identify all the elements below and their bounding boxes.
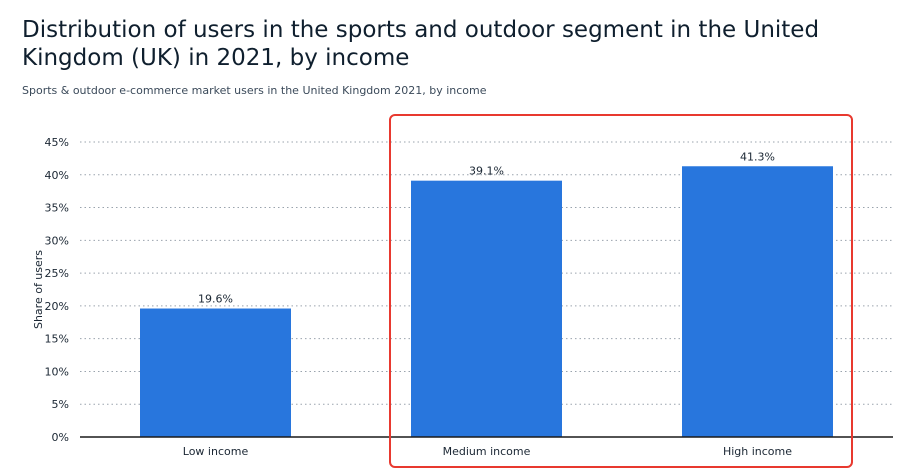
y-tick-label: 0% [52,431,69,444]
data-label: 19.6% [198,293,233,306]
highlight-box [389,114,853,468]
data-label: 39.1% [469,165,504,178]
y-tick-label: 15% [45,333,69,346]
chart-title: Distribution of users in the sports and … [22,17,820,71]
y-tick-label: 25% [45,267,69,280]
y-tick-label: 35% [45,202,69,215]
bars [140,166,833,437]
bar [411,180,562,437]
x-category-label: Medium income [443,445,531,458]
x-axis-categories: Low income Medium income High income [183,445,792,458]
y-tick-label: 40% [45,169,69,182]
chart-subtitle: Sports & outdoor e-commerce market users… [22,84,487,97]
y-axis-label: Share of users [32,250,45,329]
y-tick-label: 20% [45,300,69,313]
x-category-label: High income [723,445,792,458]
y-tick-label: 10% [45,365,69,378]
x-category-label: Low income [183,445,249,458]
y-tick-label: 45% [45,136,69,149]
y-axis-ticks: 0% 5% 10% 15% 20% 25% 30% 35% 40% 45% [45,136,69,444]
y-tick-label: 30% [45,234,69,247]
bar [682,166,833,437]
data-labels: 19.6% 39.1% 41.3% [198,150,775,305]
data-label: 41.3% [740,150,775,163]
y-tick-label: 5% [52,398,69,411]
bar [140,308,291,437]
